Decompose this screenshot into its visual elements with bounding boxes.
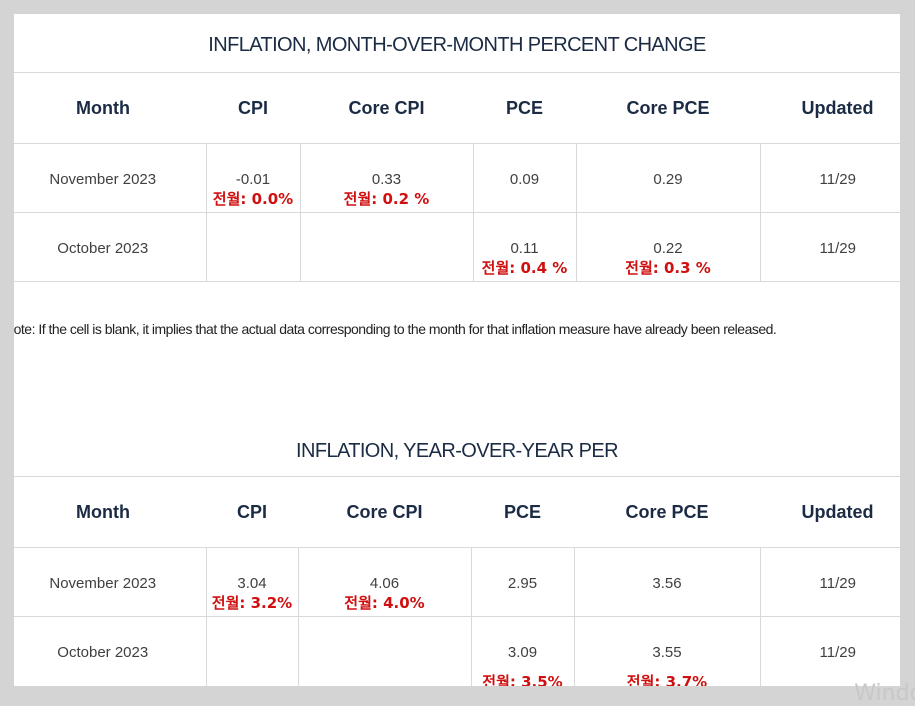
previous-month-annotation: 전월: 3.7%	[626, 673, 708, 686]
header-cpi: CPI	[206, 476, 298, 548]
previous-month-annotation: 전월: 0.2 %	[343, 190, 430, 208]
previous-month-annotation: 전월: 0.0%	[212, 190, 294, 208]
updated-value: 11/29	[819, 644, 856, 661]
month-cell: November 2023	[49, 171, 157, 188]
pce-value: 3.09	[507, 644, 538, 661]
header-core-cpi: Core CPI	[298, 476, 471, 548]
mom-table-title: INFLATION, MONTH-OVER-MONTH PERCENT CHAN…	[208, 34, 706, 56]
core-cpi-value: 4.06	[369, 575, 400, 592]
document-page: INFLATION, MONTH-OVER-MONTH PERCENT CHAN…	[14, 14, 900, 686]
header-updated: Updated	[760, 476, 900, 548]
cpi-value: 3.04	[237, 575, 267, 592]
previous-month-annotation: 전월: 0.3 %	[625, 259, 711, 277]
table-row: October 2023 0.11 전월: 0.4 % 0.22 전월: 0.3…	[14, 212, 900, 282]
previous-month-annotation: 전월: 0.4 %	[481, 259, 568, 277]
header-updated: Updated	[760, 72, 900, 144]
pce-value: 2.95	[507, 575, 538, 592]
cpi-value: -0.01	[235, 171, 271, 188]
header-month: Month	[14, 476, 206, 548]
mom-inflation-table: Month CPI Core CPI PCE Core PCE Updated …	[14, 72, 900, 282]
yoy-table-title: INFLATION, YEAR-OVER-YEAR PER	[296, 440, 619, 462]
previous-month-annotation: 전월: 4.0%	[344, 594, 425, 612]
core-pce-value: 0.22	[653, 240, 683, 257]
core-cpi-value-blank	[297, 616, 472, 686]
pce-value: 0.09	[509, 171, 540, 188]
header-month: Month	[14, 72, 206, 144]
header-pce: PCE	[473, 72, 576, 144]
table-row: November 2023 -0.01 전월: 0.0% 0.33 전월: 0.…	[14, 143, 900, 213]
table-row: October 2023 3.09 전월: 3.5% 3.55 전월: 3.7%…	[14, 616, 900, 686]
previous-month-annotation: 전월: 3.5%	[482, 673, 563, 686]
core-cpi-value-blank	[299, 212, 474, 282]
core-cpi-value: 0.33	[371, 171, 402, 188]
previous-month-annotation: 전월: 3.2%	[211, 594, 293, 612]
header-pce: PCE	[471, 476, 574, 548]
blank-cell-note: Note: If the cell is blank, it implies t…	[14, 321, 777, 337]
cpi-value-blank	[205, 212, 301, 282]
month-cell: November 2023	[49, 575, 157, 592]
updated-value: 11/29	[819, 575, 856, 592]
table-header-row: Month CPI Core CPI PCE Core PCE Updated	[14, 476, 900, 548]
core-pce-value: 3.55	[652, 644, 682, 661]
header-core-pce: Core PCE	[576, 72, 760, 144]
yoy-inflation-table: Month CPI Core CPI PCE Core PCE Updated …	[14, 476, 900, 686]
month-cell: October 2023	[57, 644, 149, 661]
windows-activation-watermark: Windo	[854, 681, 915, 706]
updated-value: 11/29	[819, 240, 856, 257]
core-pce-value: 3.56	[652, 575, 682, 592]
updated-value: 11/29	[819, 171, 856, 188]
month-cell: October 2023	[57, 240, 149, 257]
header-core-cpi: Core CPI	[300, 72, 473, 144]
table-row: November 2023 3.04 전월: 3.2% 4.06 전월: 4.0…	[14, 547, 900, 617]
header-cpi: CPI	[206, 72, 300, 144]
cpi-value-blank	[205, 616, 299, 686]
pce-value: 0.11	[510, 240, 539, 257]
table-header-row: Month CPI Core CPI PCE Core PCE Updated	[14, 72, 900, 144]
core-pce-value: 0.29	[653, 171, 683, 188]
header-core-pce: Core PCE	[574, 476, 760, 548]
